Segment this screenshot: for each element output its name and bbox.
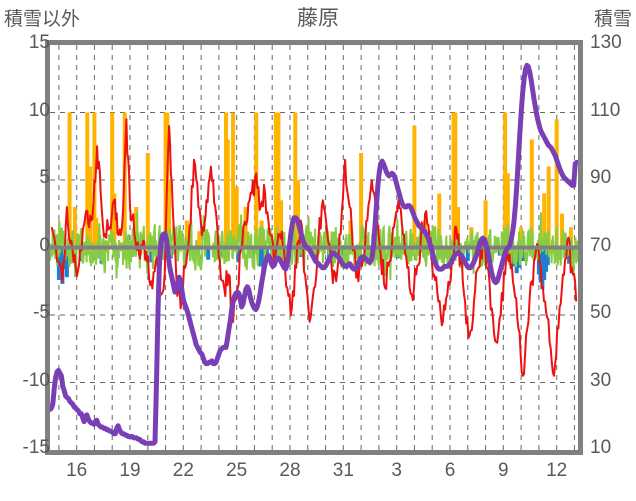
x-tick: 16 xyxy=(66,460,88,481)
x-tick: 9 xyxy=(498,460,509,481)
x-tick: 12 xyxy=(546,460,568,481)
y-tick-right: 130 xyxy=(590,32,622,53)
x-tick: 6 xyxy=(444,460,456,481)
y-tick-right: 50 xyxy=(590,302,612,323)
y-tick-left: 0 xyxy=(39,234,50,256)
y-tick-left: 10 xyxy=(28,99,50,121)
y-tick-right: 110 xyxy=(590,99,621,121)
x-tick: 3 xyxy=(391,460,402,481)
plot-area xyxy=(45,40,583,455)
y-tick-right: 70 xyxy=(590,234,612,256)
y-tick-right: 30 xyxy=(590,369,612,391)
x-tick: 31 xyxy=(332,460,354,481)
x-tick: 28 xyxy=(279,460,301,481)
x-tick: 19 xyxy=(119,460,141,481)
x-tick: 22 xyxy=(172,460,194,481)
x-tick: 25 xyxy=(226,460,248,481)
plot-inner xyxy=(50,45,578,450)
y-tick-left: -15 xyxy=(22,437,50,458)
y-tick-left: -10 xyxy=(22,369,50,391)
snow-depth-line xyxy=(50,62,578,446)
chart-title: 藤原 xyxy=(297,7,339,30)
y-tick-right: 90 xyxy=(590,167,612,188)
y-tick-left: 15 xyxy=(28,32,50,53)
right-axis-header: 積雪 xyxy=(593,9,632,30)
left-axis-header: 積雪以外 xyxy=(4,9,81,30)
chart-svg xyxy=(50,45,578,450)
y-tick-left: -5 xyxy=(33,302,50,323)
y-tick-right: 10 xyxy=(590,437,612,458)
y-tick-left: 5 xyxy=(39,167,50,188)
